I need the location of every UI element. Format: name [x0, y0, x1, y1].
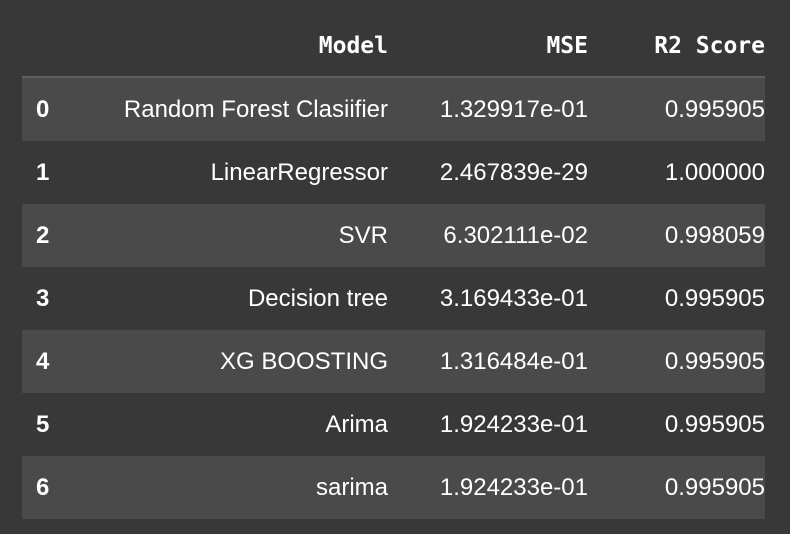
cell-r2-score: 0.995905	[588, 393, 765, 456]
header-mse: MSE	[388, 16, 588, 78]
cell-mse: 3.169433e-01	[388, 267, 588, 330]
cell-r2-score: 1.000000	[588, 141, 765, 204]
row-index: 0	[22, 77, 72, 141]
table-row: 5 Arima 1.924233e-01 0.995905	[22, 393, 765, 456]
row-index: 1	[22, 141, 72, 204]
cell-model: Decision tree	[72, 267, 388, 330]
row-index: 6	[22, 456, 72, 519]
table-body: 0 Random Forest Clasiifier 1.329917e-01 …	[22, 77, 765, 519]
cell-model: XG BOOSTING	[72, 330, 388, 393]
row-index: 2	[22, 204, 72, 267]
cell-mse: 1.316484e-01	[388, 330, 588, 393]
header-r2-score: R2 Score	[588, 16, 765, 78]
row-index: 5	[22, 393, 72, 456]
header-index	[22, 16, 72, 78]
table-row: 3 Decision tree 3.169433e-01 0.995905	[22, 267, 765, 330]
table-row: 0 Random Forest Clasiifier 1.329917e-01 …	[22, 77, 765, 141]
cell-mse: 1.329917e-01	[388, 77, 588, 141]
cell-r2-score: 0.995905	[588, 77, 765, 141]
cell-model: sarima	[72, 456, 388, 519]
table-row: 1 LinearRegressor 2.467839e-29 1.000000	[22, 141, 765, 204]
table-row: 4 XG BOOSTING 1.316484e-01 0.995905	[22, 330, 765, 393]
header-row: Model MSE R2 Score	[22, 16, 765, 78]
cell-r2-score: 0.995905	[588, 330, 765, 393]
header-model: Model	[72, 16, 388, 78]
table-row: 2 SVR 6.302111e-02 0.998059	[22, 204, 765, 267]
results-table: Model MSE R2 Score 0 Random Forest Clasi…	[22, 16, 765, 519]
cell-mse: 6.302111e-02	[388, 204, 588, 267]
row-index: 3	[22, 267, 72, 330]
cell-mse: 1.924233e-01	[388, 393, 588, 456]
cell-r2-score: 0.995905	[588, 267, 765, 330]
cell-mse: 2.467839e-29	[388, 141, 588, 204]
table-row: 6 sarima 1.924233e-01 0.995905	[22, 456, 765, 519]
cell-r2-score: 0.998059	[588, 204, 765, 267]
cell-model: SVR	[72, 204, 388, 267]
cell-model: LinearRegressor	[72, 141, 388, 204]
cell-model: Arima	[72, 393, 388, 456]
dataframe-output: Model MSE R2 Score 0 Random Forest Clasi…	[22, 16, 765, 519]
table-header: Model MSE R2 Score	[22, 16, 765, 78]
cell-r2-score: 0.995905	[588, 456, 765, 519]
cell-model: Random Forest Clasiifier	[72, 77, 388, 141]
cell-mse: 1.924233e-01	[388, 456, 588, 519]
row-index: 4	[22, 330, 72, 393]
